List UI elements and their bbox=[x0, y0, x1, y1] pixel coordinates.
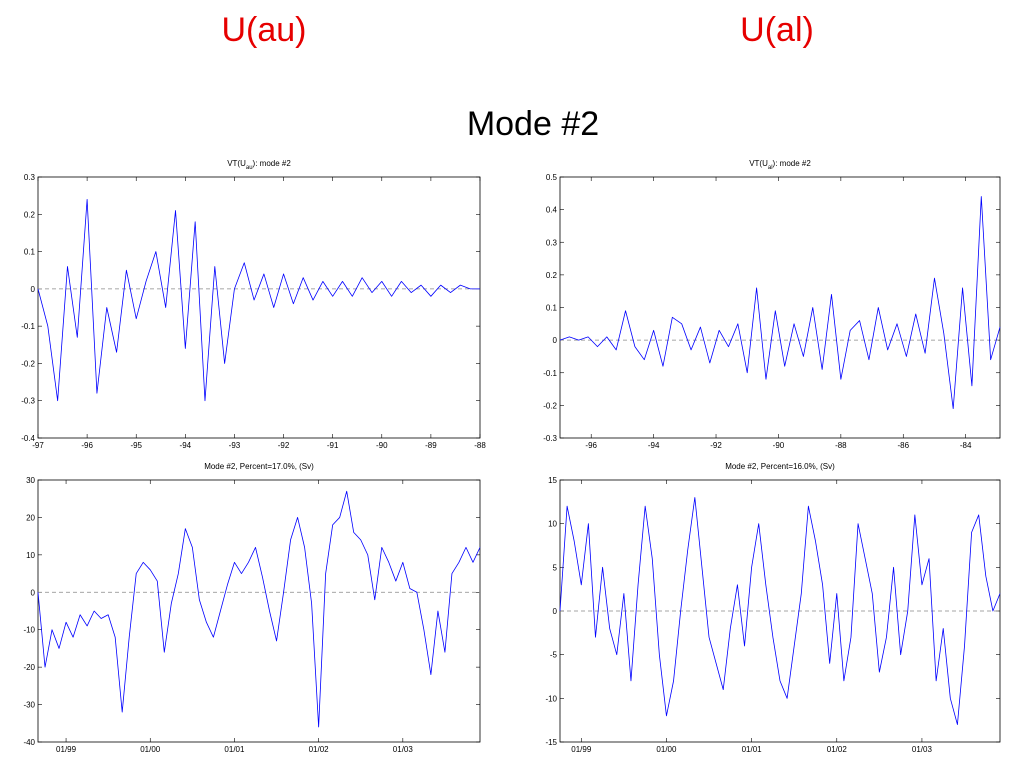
column-header: U(al) bbox=[740, 11, 814, 49]
x-tick-label: 01/01 bbox=[742, 745, 763, 754]
y-tick-label: 15 bbox=[548, 476, 557, 485]
y-tick-label: -0.4 bbox=[21, 434, 35, 443]
column-header: U(au) bbox=[221, 11, 306, 49]
x-tick-label: 01/03 bbox=[393, 745, 414, 754]
x-tick-label: 01/00 bbox=[140, 745, 161, 754]
x-tick-label: -90 bbox=[376, 441, 388, 450]
slide-title: Mode #2 bbox=[467, 105, 599, 143]
y-tick-label: 20 bbox=[26, 513, 35, 522]
y-tick-label: 0.1 bbox=[24, 248, 36, 257]
x-tick-label: -96 bbox=[81, 441, 93, 450]
y-tick-label: -0.3 bbox=[543, 434, 557, 443]
chart-title: VT(Ual): mode #2 bbox=[749, 159, 811, 171]
data-line bbox=[37, 490, 481, 728]
y-tick-label: -0.3 bbox=[21, 397, 35, 406]
y-tick-label: -40 bbox=[23, 738, 35, 747]
x-tick-label: -91 bbox=[327, 441, 339, 450]
y-tick-label: 0.2 bbox=[24, 210, 36, 219]
x-tick-label: -84 bbox=[960, 441, 972, 450]
x-tick-label: -88 bbox=[835, 441, 847, 450]
y-tick-label: -30 bbox=[23, 701, 35, 710]
x-tick-label: 01/99 bbox=[571, 745, 592, 754]
x-tick-label: 01/03 bbox=[912, 745, 933, 754]
chart-title: Mode #2, Percent=17.0%, (Sv) bbox=[204, 462, 314, 471]
y-tick-label: 30 bbox=[26, 476, 35, 485]
y-tick-label: -20 bbox=[23, 663, 35, 672]
y-tick-label: -10 bbox=[23, 626, 35, 635]
chart-title: VT(Uau): mode #2 bbox=[227, 159, 291, 171]
y-tick-label: 0 bbox=[31, 285, 36, 294]
title-part: ): mode #2 bbox=[253, 159, 292, 168]
data-line bbox=[559, 497, 1001, 725]
y-tick-label: -15 bbox=[545, 738, 557, 747]
plot-frame bbox=[559, 176, 1001, 439]
x-tick-label: -93 bbox=[229, 441, 241, 450]
x-tick-label: 01/01 bbox=[224, 745, 245, 754]
y-tick-label: 10 bbox=[26, 551, 35, 560]
x-tick-label: -96 bbox=[585, 441, 597, 450]
y-tick-label: -0.2 bbox=[543, 401, 557, 410]
y-tick-label: 0.5 bbox=[546, 173, 558, 182]
x-tick-label: -86 bbox=[897, 441, 909, 450]
title-part: ): mode #2 bbox=[773, 159, 812, 168]
x-tick-label: 01/02 bbox=[827, 745, 848, 754]
y-tick-label: 0.3 bbox=[24, 173, 36, 182]
y-tick-label: 10 bbox=[548, 520, 557, 529]
y-tick-label: 0.4 bbox=[546, 206, 558, 215]
title-part: VT(U bbox=[749, 159, 768, 168]
title-part: VT(U bbox=[227, 159, 246, 168]
x-tick-label: -94 bbox=[180, 441, 192, 450]
x-tick-label: -88 bbox=[474, 441, 486, 450]
x-tick-label: 01/02 bbox=[309, 745, 330, 754]
y-tick-label: 0 bbox=[553, 336, 558, 345]
data-line bbox=[37, 198, 480, 402]
y-tick-label: -5 bbox=[550, 651, 558, 660]
plot-frame bbox=[37, 479, 481, 743]
y-tick-label: 0.3 bbox=[546, 238, 558, 247]
y-tick-label: -0.1 bbox=[543, 369, 557, 378]
y-tick-label: 0 bbox=[31, 588, 36, 597]
x-tick-label: 01/99 bbox=[56, 745, 77, 754]
plot-frame bbox=[37, 176, 481, 439]
data-line bbox=[559, 196, 1001, 410]
chart-title: Mode #2, Percent=16.0%, (Sv) bbox=[725, 462, 835, 471]
x-tick-label: -92 bbox=[710, 441, 722, 450]
title-part: au bbox=[246, 165, 253, 171]
y-tick-label: 0.2 bbox=[546, 271, 558, 280]
x-tick-label: -95 bbox=[130, 441, 142, 450]
x-tick-label: -92 bbox=[278, 441, 290, 450]
x-tick-label: -94 bbox=[648, 441, 660, 450]
x-tick-label: -89 bbox=[425, 441, 437, 450]
y-tick-label: -0.2 bbox=[21, 359, 35, 368]
y-tick-label: 5 bbox=[553, 563, 558, 572]
y-tick-label: 0 bbox=[553, 607, 558, 616]
x-tick-label: -97 bbox=[32, 441, 44, 450]
x-tick-label: 01/00 bbox=[656, 745, 677, 754]
y-tick-label: -0.1 bbox=[21, 322, 35, 331]
y-tick-label: -10 bbox=[545, 694, 557, 703]
y-tick-label: 0.1 bbox=[546, 304, 558, 313]
x-tick-label: -90 bbox=[773, 441, 785, 450]
title-part: al bbox=[768, 165, 773, 171]
